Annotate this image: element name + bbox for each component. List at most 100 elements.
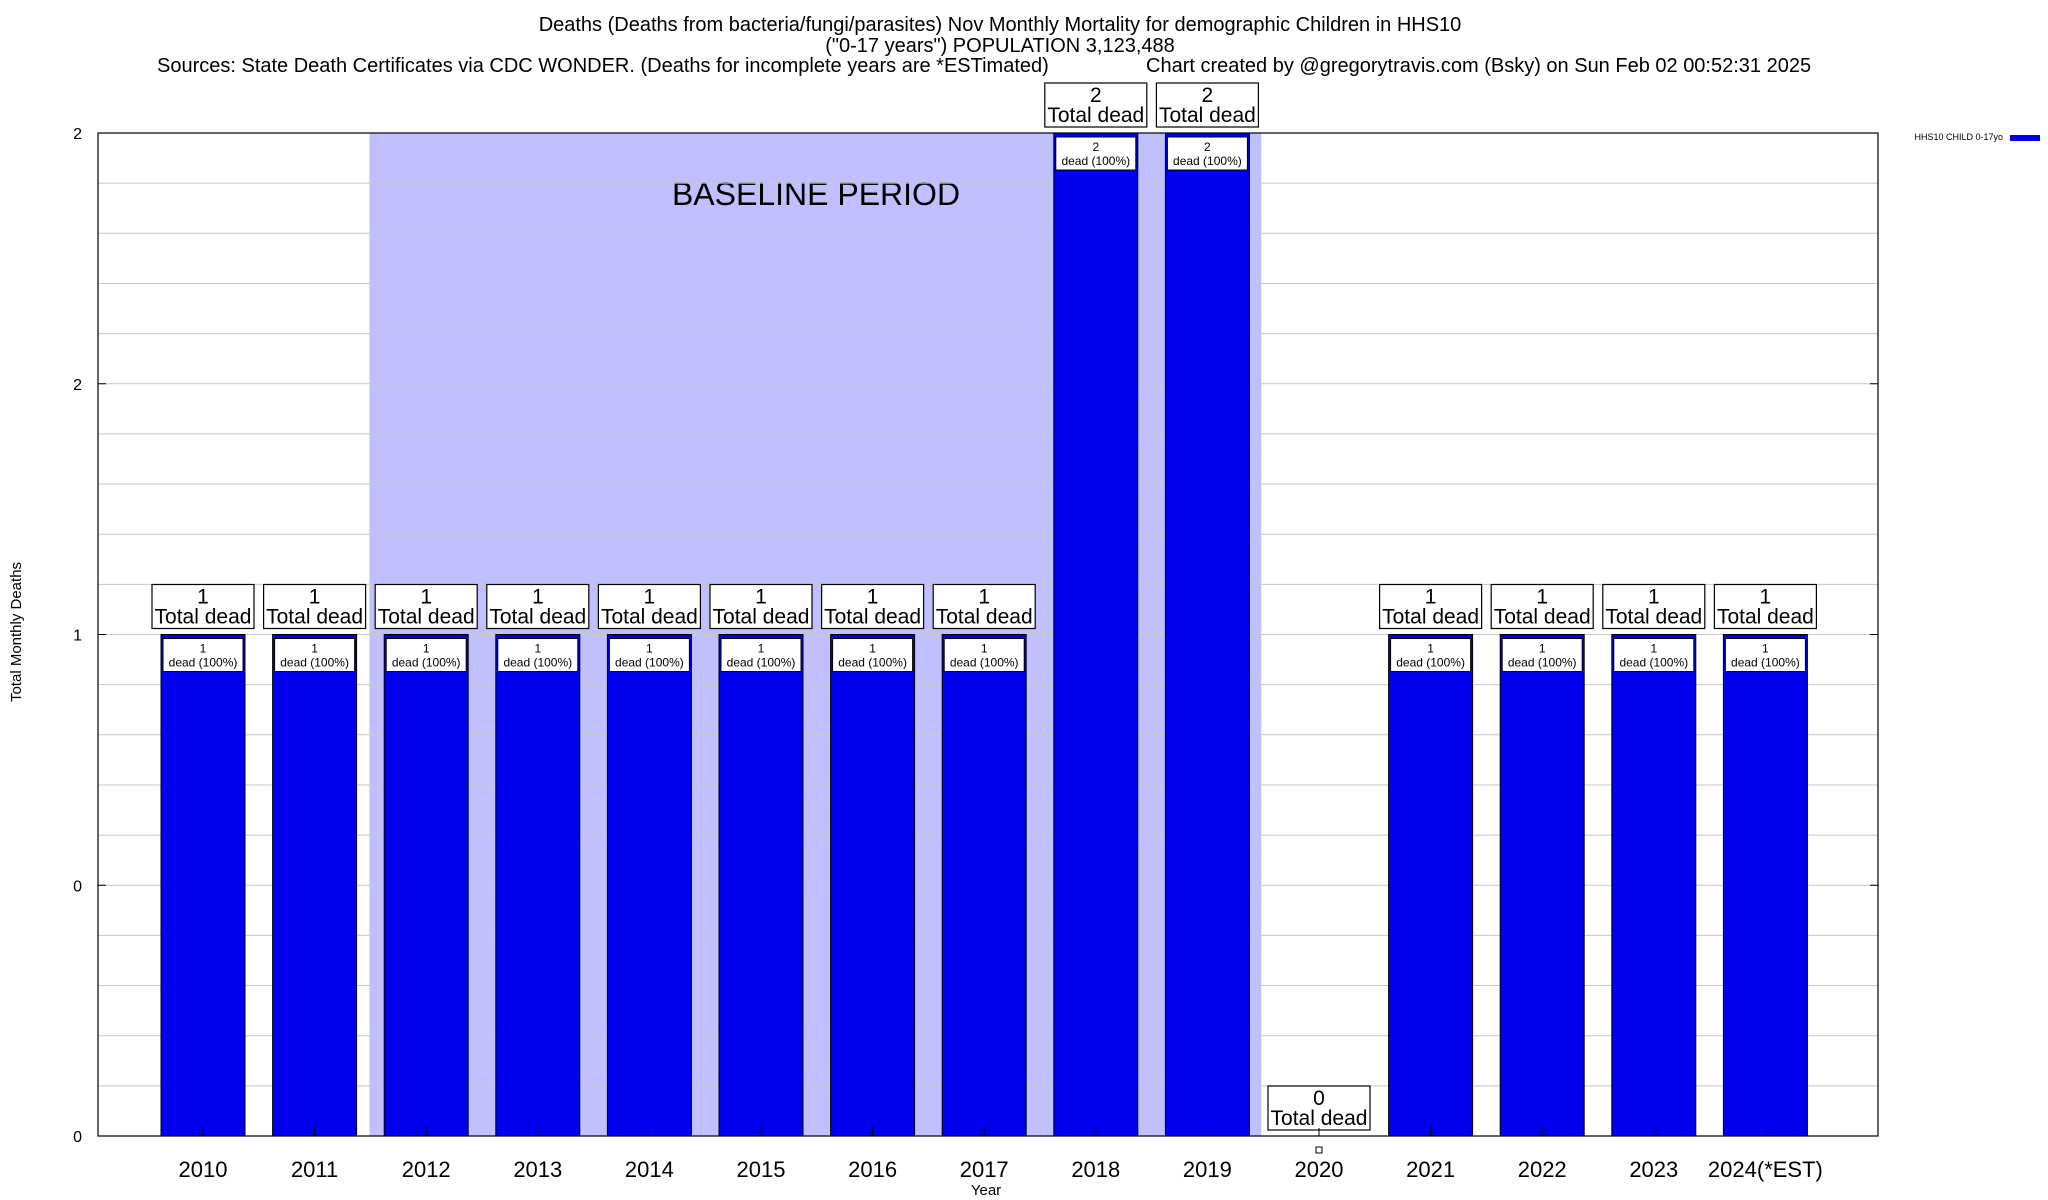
bar-total-label-text: Total dead (1382, 606, 1479, 629)
bar-inner-label-box (1166, 136, 1248, 171)
bar-inner-label-text: dead (100%) (1173, 154, 1242, 168)
bar-total-label-text: Total dead (824, 606, 921, 629)
bar-total-label-text: Total dead (601, 606, 698, 629)
bar (495, 634, 581, 1137)
bar-inner-label-value: 1 (981, 642, 988, 656)
bar-total-label-box (1602, 583, 1706, 630)
x-tick-label: 2010 (179, 1157, 228, 1182)
bar-inner-label-value: 1 (646, 642, 653, 656)
bar-inner-label-value: 2 (1204, 140, 1211, 154)
bar-inner-label-value: 1 (1427, 642, 1434, 656)
bar-total-label-text: Total dead (1494, 606, 1591, 629)
x-tick-label: 2022 (1518, 1157, 1567, 1182)
bar-inner-label-value: 1 (758, 642, 765, 656)
bar-total-label-text: Total dead (1047, 104, 1144, 127)
bar-inner-label-text: dead (100%) (169, 656, 238, 670)
bar-total-label-box (486, 583, 590, 630)
bar-inner-label-text: dead (100%) (1061, 154, 1130, 168)
bar-inner-label-value: 1 (1762, 642, 1769, 656)
x-tick-label: 2015 (737, 1157, 786, 1182)
bar-inner-label-box (832, 638, 914, 672)
bar-total-label-value: 1 (644, 586, 656, 609)
bar (1388, 634, 1474, 1137)
bar-inner-label-text: dead (100%) (950, 656, 1019, 670)
bar-inner-label-text: dead (100%) (1619, 656, 1688, 670)
bar-inner-label-value: 1 (1539, 642, 1546, 656)
x-tick-label: 2014 (625, 1157, 674, 1182)
y-tick-label: 0 (73, 878, 82, 895)
bar-inner-label-value: 2 (1092, 140, 1099, 154)
bar-total-label-box (374, 583, 478, 630)
legend: HHS10 CHILD 0-17yo (1914, 132, 2040, 142)
bar-total-label-text: Total dead (378, 606, 475, 629)
y-axis-label: Total Monthly Deaths (8, 562, 25, 702)
x-tick-label: 2019 (1183, 1157, 1232, 1182)
bar-inner-label-box (1055, 136, 1137, 171)
bar (606, 634, 692, 1137)
bar-total-label-text: Total dead (1159, 104, 1256, 127)
bar-total-label-value: 2 (1202, 84, 1214, 107)
bar-inner-label-box (162, 638, 244, 672)
bar-total-label-text: Total dead (1605, 606, 1702, 629)
bar-inner-label-box (608, 638, 690, 672)
x-tick-label: 2016 (848, 1157, 897, 1182)
bar-total-label-box (820, 583, 925, 630)
bar-total-label-box (263, 583, 367, 630)
bar-total-label-text: Total dead (713, 606, 810, 629)
bar-inner-label-text: dead (100%) (838, 656, 907, 670)
bar-inner-label-text: dead (100%) (503, 656, 572, 670)
chart-sources: Sources: State Death Certificates via CD… (157, 55, 1049, 77)
bar-total-label-text: Total dead (1271, 1107, 1368, 1130)
bar (1611, 634, 1697, 1137)
bar-total-label-box (1155, 82, 1260, 128)
bar-inner-label-value: 1 (1650, 642, 1657, 656)
bar-total-label-value: 1 (1648, 586, 1660, 609)
x-tick-label: 2011 (291, 1157, 338, 1182)
bar-total-label-box (1490, 583, 1594, 630)
y-tick-label: 1 (73, 628, 82, 645)
bar (272, 634, 358, 1137)
x-tick-label: 2024(*EST) (1708, 1157, 1823, 1182)
bar (1499, 634, 1585, 1137)
bar-total-label-value: 1 (532, 586, 544, 609)
bar-total-label-value: 1 (309, 586, 321, 609)
bar-inner-label-box (943, 638, 1025, 672)
baseline-period-label: BASELINE PERIOD (672, 176, 960, 212)
bar-total-label-text: Total dead (1717, 606, 1814, 629)
x-tick-label: 2020 (1295, 1157, 1344, 1182)
bar-inner-label-box (497, 638, 579, 672)
bar-inner-label-box (1501, 638, 1583, 672)
bar (383, 634, 469, 1137)
bar-total-label-value: 1 (1760, 586, 1772, 609)
bar-total-label-value: 1 (755, 586, 767, 609)
bar (830, 634, 916, 1137)
bar-inner-label-box (720, 638, 802, 672)
bar (160, 634, 246, 1137)
bar-total-label-text: Total dead (155, 606, 252, 629)
x-tick-label: 2013 (513, 1157, 562, 1182)
bar-inner-label-text: dead (100%) (392, 656, 461, 670)
bar-total-label-box (932, 583, 1036, 630)
bar-total-label-value: 2 (1090, 84, 1102, 107)
bar-inner-label-text: dead (100%) (1396, 656, 1465, 670)
chart-title-line-1: Deaths (Deaths from bacteria/fungi/paras… (539, 14, 1462, 36)
bar-total-label-value: 1 (420, 586, 432, 609)
y-tick-label: 2 (73, 126, 82, 143)
bar-inner-label-value: 1 (311, 642, 318, 656)
bar-inner-label-value: 1 (423, 642, 430, 656)
bar-total-label-box (1378, 583, 1483, 630)
bar-empty-marker (1315, 1146, 1323, 1154)
bar-total-label-value: 0 (1313, 1087, 1325, 1110)
x-tick-label: 2023 (1629, 1157, 1678, 1182)
bar-total-label-box (151, 583, 255, 630)
bar-total-label-text: Total dead (266, 606, 363, 629)
bar (1722, 634, 1808, 1137)
bar-total-label-box (709, 583, 813, 630)
bar-total-label-value: 1 (1536, 586, 1548, 609)
bar-total-label-value: 1 (1425, 586, 1437, 609)
bar-inner-label-text: dead (100%) (727, 656, 796, 670)
bar-inner-label-box (1390, 638, 1472, 672)
bar-total-label-value: 1 (867, 586, 879, 609)
